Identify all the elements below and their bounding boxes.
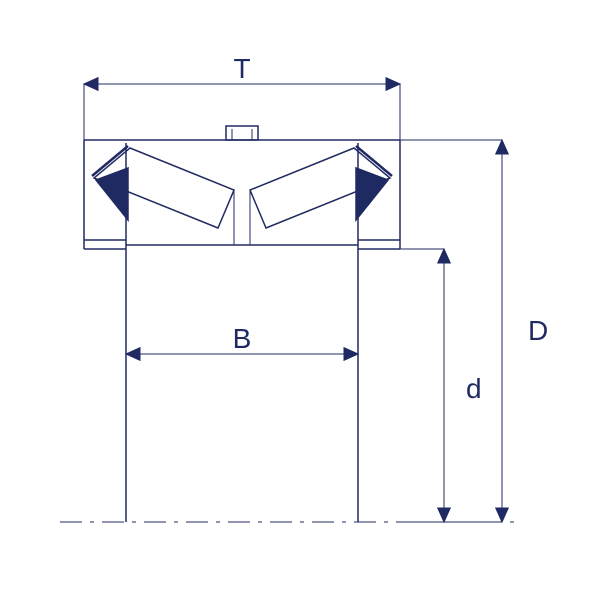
dim-label-d: d [466, 373, 482, 404]
dim-label-D: D [528, 315, 548, 346]
dim-label-B: B [233, 323, 252, 354]
bearing-cross-section-diagram: T B Dd [0, 0, 600, 600]
dim-label-T: T [233, 53, 250, 84]
